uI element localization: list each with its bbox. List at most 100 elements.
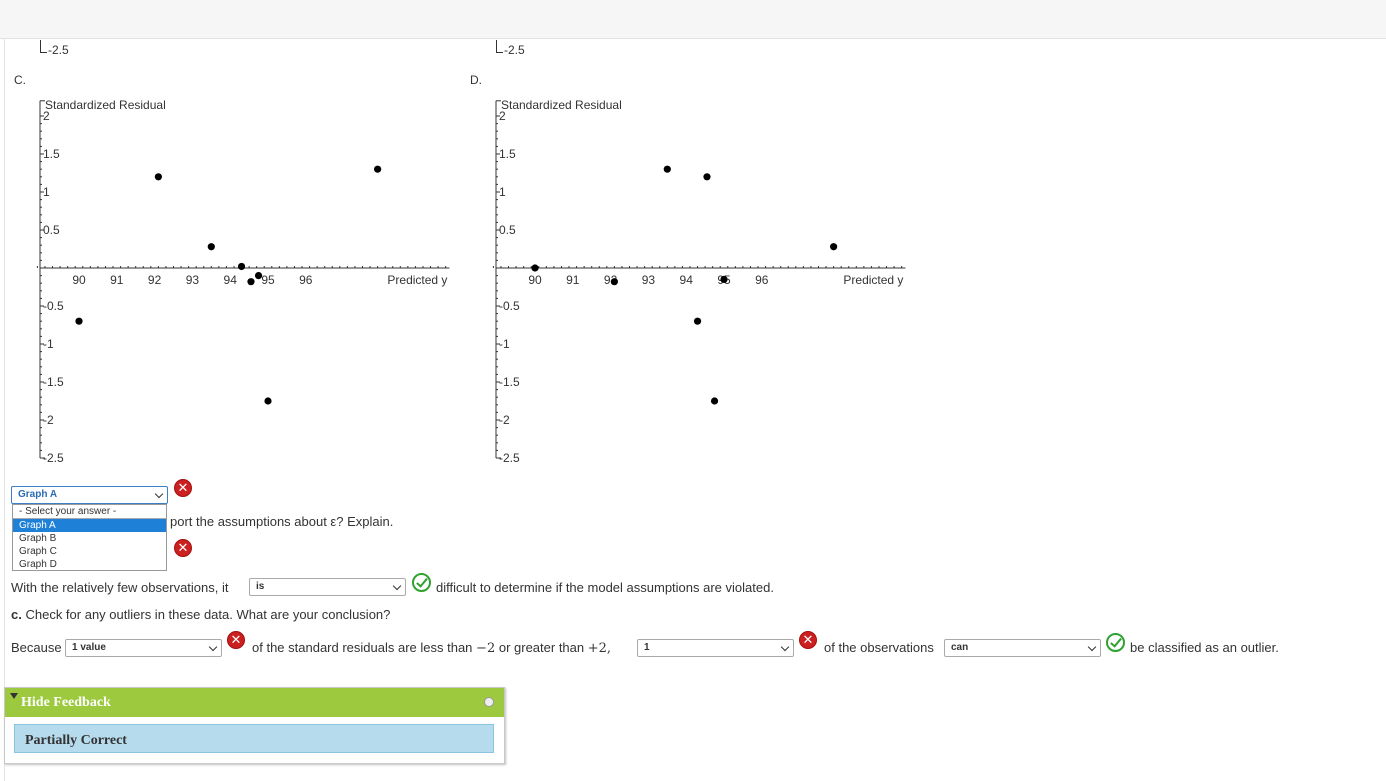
y-tick-label: 2 [43, 109, 50, 123]
graph-d-letter: D. [470, 73, 482, 87]
feedback-status: Partially Correct [25, 733, 127, 748]
incorrect-icon: ✕ [174, 539, 192, 557]
because-suffix: be classified as an outlier. [1130, 640, 1279, 655]
data-point [264, 397, 272, 405]
x-tick-label: 94 [680, 273, 694, 287]
y-axis-label: Standardized Residual [501, 98, 622, 112]
data-point [75, 317, 83, 325]
option-graph-b[interactable]: Graph B [19, 533, 57, 544]
neg-two: −2 [476, 641, 496, 656]
because-prefix: Because [11, 640, 62, 655]
chevron-down-icon [208, 642, 218, 652]
classify-select-value: can [951, 642, 969, 653]
y-tick-label: 1.5 [43, 147, 60, 161]
hide-feedback-label: Hide Feedback [21, 695, 111, 710]
x-tick-label: 95 [261, 273, 275, 287]
edit-icon[interactable] [484, 697, 494, 707]
data-point [693, 317, 702, 325]
x-tick-label: 90 [528, 273, 542, 287]
hide-feedback-toggle[interactable]: Hide Feedback [5, 688, 504, 717]
x-tick-label: 92 [148, 273, 162, 287]
y-tick-label: 2 [499, 109, 506, 123]
correct-check-icon [412, 573, 431, 592]
option-graph-d[interactable]: Graph D [19, 559, 57, 570]
x-tick-label: 90 [72, 273, 86, 287]
part-c-question: c. Check for any outliers in these data.… [11, 607, 390, 622]
option-graph-a[interactable]: Graph A [13, 519, 166, 532]
chevron-down-icon [780, 642, 790, 652]
data-point [254, 272, 263, 280]
because-mid: of the standard residuals are less than … [252, 640, 611, 656]
count-select-value: 1 value [72, 642, 106, 653]
because-mid2: of the observations [824, 640, 934, 655]
incorrect-icon: ✕ [799, 631, 817, 649]
few-obs-suffix: difficult to determine if the model assu… [436, 580, 774, 595]
clip-label-right: -2.5 [504, 43, 525, 57]
data-point [720, 275, 728, 283]
classify-select[interactable]: can [944, 639, 1101, 657]
few-obs-prefix: With the relatively few observations, it [11, 580, 229, 595]
graph-select-value: Graph A [18, 489, 58, 500]
x-tick-label: 94 [224, 273, 238, 287]
data-point [610, 278, 618, 286]
y-tick-label: -2 [43, 413, 54, 427]
feedback-status-box: Partially Correct [14, 724, 494, 753]
option-placeholder[interactable]: - Select your answer - [13, 505, 166, 519]
x-axis-label: Predicted y [843, 273, 903, 287]
observations-select-value: 1 [644, 642, 650, 653]
data-point [154, 173, 162, 181]
feedback-panel: Hide Feedback Partially Correct [4, 687, 505, 764]
x-tick-label: 91 [566, 273, 580, 287]
data-point [703, 173, 711, 181]
x-axis-label: Predicted y [387, 273, 447, 287]
x-tick-label: 96 [299, 273, 313, 287]
observations-select[interactable]: 1 [637, 639, 794, 657]
y-tick-label: 1 [499, 185, 506, 199]
assumption-select-value: is [256, 581, 265, 592]
question-fragment: port the assumptions about ε? Explain. [170, 514, 394, 529]
graph-select-dropdown[interactable]: - Select your answer - Graph A Graph B G… [12, 504, 167, 571]
data-point [663, 165, 671, 173]
part-c-text: Check for any outliers in these data. Wh… [25, 607, 391, 622]
chevron-down-icon [154, 489, 164, 499]
y-tick-label: -1.5 [43, 375, 64, 389]
assumption-select[interactable]: is [249, 578, 406, 596]
y-tick-label: -1 [499, 337, 510, 351]
incorrect-icon: ✕ [174, 479, 192, 497]
data-point [237, 262, 246, 271]
graph-c-letter: C. [14, 73, 26, 87]
because-mid1: of the standard residuals are less than [252, 640, 473, 655]
clip-axis-corner-right [496, 40, 503, 53]
option-graph-c[interactable]: Graph C [19, 546, 57, 557]
pos-two: +2, [587, 641, 612, 656]
y-tick-label: 0.5 [43, 223, 60, 237]
y-tick-label: -2 [499, 413, 510, 427]
y-tick-label: 1 [43, 185, 50, 199]
top-toolbar [0, 0, 1386, 39]
correct-check-icon [1106, 633, 1125, 652]
clip-label-left: -2.5 [48, 43, 69, 57]
clip-axis-corner-left [40, 40, 47, 53]
part-c-label: c. [11, 607, 22, 622]
content-border [4, 38, 5, 781]
data-point [531, 264, 539, 272]
x-tick-label: 91 [110, 273, 124, 287]
chevron-down-icon [1087, 642, 1097, 652]
or-text: or greater than [498, 640, 585, 655]
incorrect-icon: ✕ [227, 631, 245, 649]
y-axis-label: Standardized Residual [45, 98, 166, 112]
y-tick-label: 0.5 [499, 223, 516, 237]
x-tick-label: 93 [186, 273, 200, 287]
y-tick-label: -2.5 [499, 451, 520, 465]
data-point [830, 243, 838, 251]
x-tick-label: 96 [755, 273, 769, 287]
count-select[interactable]: 1 value [65, 639, 222, 657]
y-tick-label: 1.5 [499, 147, 516, 161]
graph-select[interactable]: Graph A [11, 486, 168, 504]
x-tick-label: 93 [642, 273, 656, 287]
chevron-down-icon [392, 581, 402, 591]
data-point [247, 278, 255, 286]
y-tick-label: -0.5 [499, 299, 520, 313]
y-tick-label: -0.5 [43, 299, 64, 313]
